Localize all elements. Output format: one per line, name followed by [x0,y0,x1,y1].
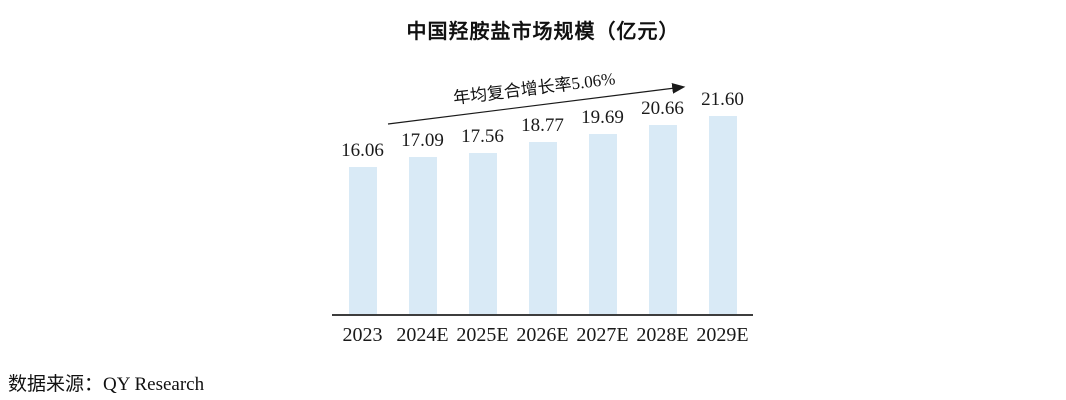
chart-title: 中国羟胺盐市场规模（亿元） [406,21,680,43]
bar-value-label: 21.60 [701,89,744,110]
bar [708,116,737,314]
x-axis-tick-label: 2026E [516,324,569,346]
x-axis-tick-label: 2024E [396,324,449,346]
x-axis-tick-label: 2025E [456,324,509,346]
bar-value-label: 17.09 [401,130,444,152]
bar-value-label: 17.56 [461,126,504,148]
bar-value-label: 16.06 [341,139,384,161]
x-axis-line [332,314,753,316]
bar [468,153,497,314]
x-axis-tick-label: 2027E [576,324,629,346]
x-axis-tick-label: 2023 [342,324,383,346]
x-axis-tick-label: 2028E [636,324,689,346]
data-source: 数据来源：QY Research [8,374,205,395]
bar [648,124,677,314]
bar [528,141,557,314]
x-axis-tick-label: 2029E [696,324,749,346]
bar [588,133,617,314]
bar [408,157,437,314]
bar [348,166,377,314]
